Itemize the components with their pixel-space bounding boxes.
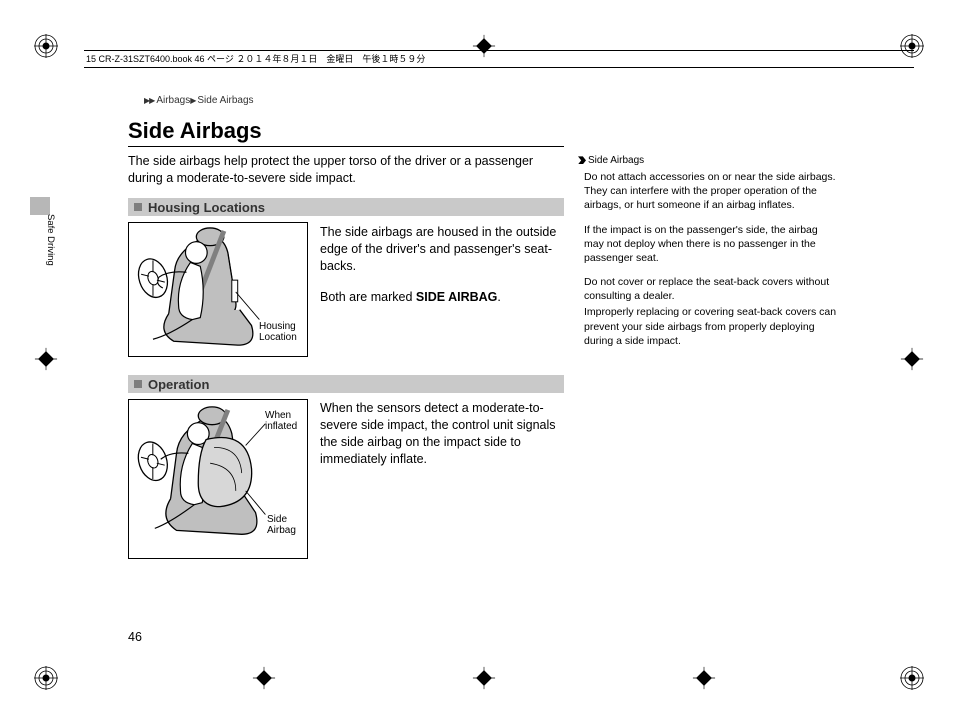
intro-text: The side airbags help protect the upper … [128, 153, 558, 187]
crop-mark-icon [693, 667, 715, 689]
section-bullet-icon [134, 380, 142, 388]
registration-mark-icon [32, 32, 60, 60]
section2-body: When the sensors detect a moderate-to-se… [320, 400, 564, 468]
registration-mark-icon [32, 664, 60, 692]
breadcrumb-level-2: Side Airbags [197, 95, 253, 106]
figure-label-side-airbag: Side Airbag [267, 514, 296, 536]
figure-label-when-inflated: When inflated [265, 410, 297, 432]
chapter-tab-label: Safe Driving [45, 214, 56, 266]
sidebar-p3: Do not cover or replace the seat-back co… [584, 275, 840, 303]
source-meta-text: 15 CR-Z-31SZT6400.book 46 ページ ２０１４年８月１日 … [86, 54, 425, 64]
figure-housing-location: Housing Location [128, 222, 308, 357]
page: 15 CR-Z-31SZT6400.book 46 ページ ２０１４年８月１日 … [0, 0, 954, 718]
breadcrumb: ▶▶Airbags▶Side Airbags [144, 95, 254, 106]
breadcrumb-level-1: Airbags [156, 95, 190, 106]
page-title: Side Airbags [128, 118, 262, 144]
sidebar-heading-label: Side Airbags [588, 155, 644, 166]
section1-body: The side airbags are housed in the outsi… [320, 224, 564, 306]
source-meta-line: 15 CR-Z-31SZT6400.book 46 ページ ２０１４年８月１日 … [84, 50, 914, 68]
figure-label-housing: Housing Location [259, 321, 297, 343]
section-bullet-icon [134, 203, 142, 211]
page-number: 46 [128, 630, 142, 644]
section1-text2: Both are marked SIDE AIRBAG. [320, 289, 564, 306]
section-heading-label: Housing Locations [148, 200, 265, 215]
crop-mark-icon [901, 348, 923, 370]
chapter-tab [30, 197, 50, 215]
crop-mark-icon [35, 348, 57, 370]
crop-mark-icon [473, 667, 495, 689]
title-rule [128, 146, 564, 147]
sidebar-heading: Side Airbags [578, 155, 644, 166]
crop-mark-icon [253, 667, 275, 689]
figure-operation: When inflated Side Airbag [128, 399, 308, 559]
section-heading-housing: Housing Locations [128, 198, 564, 216]
chevron-right-icon: ▶ [190, 96, 195, 105]
chevron-right-icon: ▶▶ [144, 96, 154, 105]
sidebar-p2: If the impact is on the passenger's side… [584, 223, 840, 266]
registration-mark-icon [898, 664, 926, 692]
section-heading-operation: Operation [128, 375, 564, 393]
section1-text1: The side airbags are housed in the outsi… [320, 224, 564, 275]
sidebar-p4: Improperly replacing or covering seat-ba… [584, 305, 840, 348]
sidebar-p1: Do not attach accessories on or near the… [584, 170, 840, 213]
chevron-marker-icon [578, 156, 586, 164]
sidebar-body: Do not attach accessories on or near the… [584, 170, 840, 358]
section-heading-label: Operation [148, 377, 209, 392]
